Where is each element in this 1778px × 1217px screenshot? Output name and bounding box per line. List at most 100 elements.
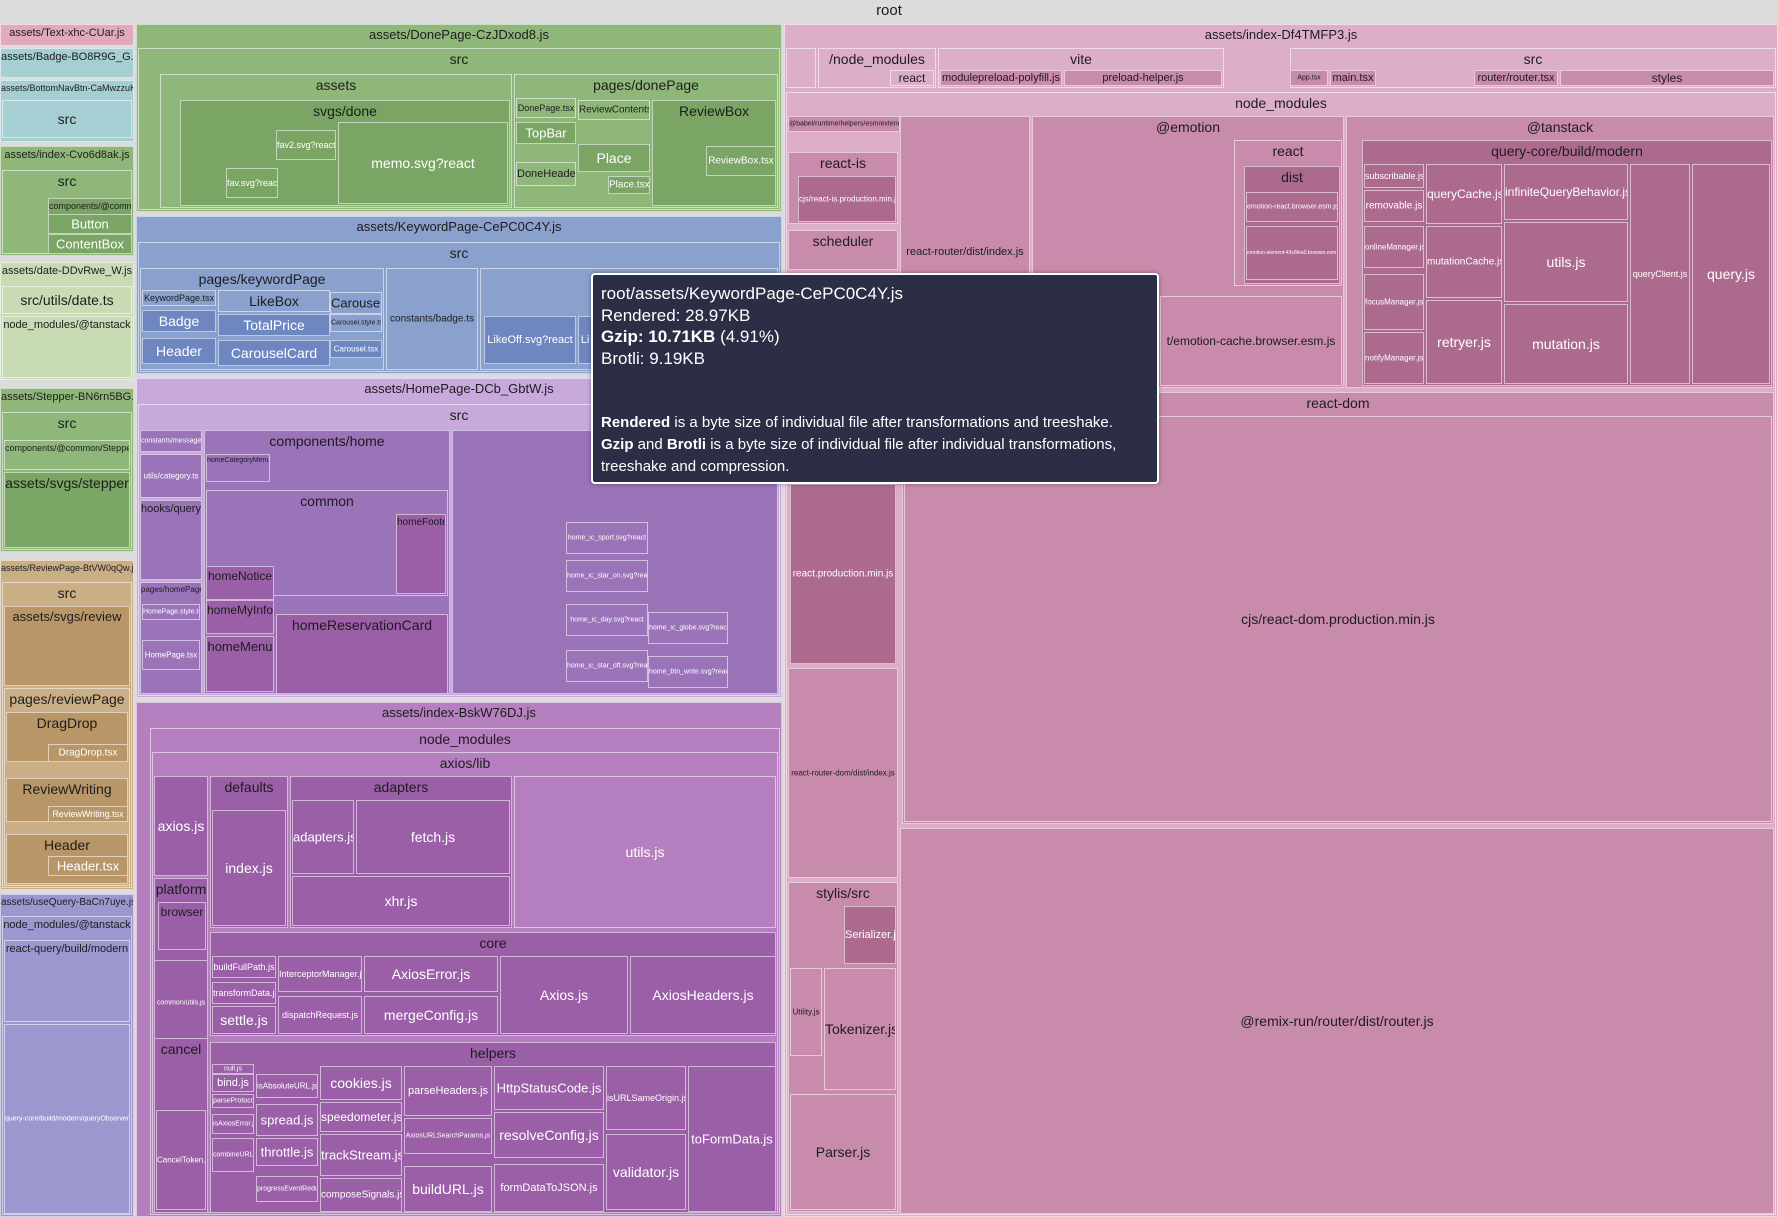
treemap-node-ibs-fdtj[interactable]: formDataToJSON.js	[494, 1164, 604, 1212]
treemap-node-ibs-fetch[interactable]: fetch.js	[356, 800, 510, 874]
treemap-node-ibs-spread[interactable]: spread.js	[256, 1104, 318, 1136]
treemap-node-ibs-td[interactable]: transformData.js	[212, 982, 276, 1004]
treemap-node-kw-hdr[interactable]: Header	[142, 338, 216, 364]
treemap-node-idf-eeb[interactable]: emotion-element-43c6fea0.browser.esm.js	[1246, 226, 1338, 280]
treemap-node-idf-ret[interactable]: retryer.js	[1426, 300, 1502, 384]
treemap-node-bnb-src[interactable]: src	[2, 100, 132, 138]
treemap-node-stepper-cs[interactable]: components/@common/Stepper	[4, 440, 130, 470]
treemap-node-idf-remix[interactable]: @remix-run/router/dist/router.js	[900, 828, 1774, 1214]
treemap-node-ibs-cs[interactable]: composeSignals.js	[320, 1178, 402, 1212]
treemap-node-ibs-ctoken[interactable]: CancelToken.js	[156, 1110, 206, 1210]
treemap-node-kw-cc[interactable]: CarouselCard	[218, 340, 330, 366]
treemap-node-ibs-ae[interactable]: AxiosError.js	[364, 956, 498, 992]
treemap-node-idf-mc[interactable]: mutationCache.js	[1426, 226, 1502, 298]
treemap-node-hp-ph[interactable]: pages/homePage	[140, 582, 202, 694]
treemap-node-kw-li[interactable]: Li	[578, 316, 592, 364]
treemap-node-badge[interactable]: assets/Badge-BO8R9G_G.js	[0, 48, 134, 78]
treemap-node-ibs-val[interactable]: validator.js	[606, 1134, 686, 1210]
treemap-node-hp-day[interactable]: home_ic_day.svg?react	[566, 604, 648, 636]
treemap-node-hp-cm[interactable]: constants/message.ts	[140, 430, 202, 452]
treemap-node-idf-mut[interactable]: mutation.js	[1504, 304, 1628, 384]
treemap-node-hp-hm[interactable]: homeMenu	[206, 636, 274, 692]
treemap-node-done-dh[interactable]: DoneHeader	[516, 162, 576, 186]
treemap-node-done-rc[interactable]: ReviewContents	[578, 100, 650, 120]
treemap-node-done-rbtsx[interactable]: ReviewBox.tsx	[706, 146, 776, 176]
treemap-node-ibs-rc[interactable]: resolveConfig.js	[494, 1112, 604, 1158]
treemap-node-ibs-iau[interactable]: isAbsoluteURL.js	[256, 1074, 318, 1098]
treemap-node-ibs-tfd[interactable]: toFormData.js	[688, 1066, 776, 1212]
treemap-node-idf-reactisprod[interactable]: cjs/react-is.production.min.js	[798, 176, 896, 222]
treemap-node-idf-query[interactable]: query.js	[1692, 164, 1770, 384]
treemap-node-ibs-cu[interactable]: common/utils.js	[154, 960, 208, 1046]
treemap-node-idf-rr[interactable]: router/router.tsx	[1474, 70, 1558, 86]
treemap-node-idf-om[interactable]: onlineManager.js	[1364, 226, 1424, 268]
treemap-node-hp-hmi[interactable]: homeMyInfo	[206, 600, 274, 634]
treemap-node-idf-main[interactable]: main.tsx	[1330, 70, 1376, 86]
treemap-node-hp-staroff[interactable]: home_ic_star_off.svg?react	[566, 650, 648, 682]
treemap-node-kw-const[interactable]: constants/badge.ts	[386, 268, 478, 370]
treemap-node-ibs-index[interactable]: index.js	[212, 810, 286, 926]
treemap-node-ibs-bind[interactable]: bind.js	[212, 1074, 254, 1092]
treemap-node-kw-cartsx[interactable]: Carousel.tsx	[330, 340, 382, 358]
treemap-node-review-svg[interactable]: assets/svgs/review	[4, 606, 130, 686]
treemap-node-idxcvo-cb[interactable]: ContentBox	[48, 234, 132, 254]
treemap-node-ibs-speed[interactable]: speedometer.js	[320, 1102, 402, 1132]
treemap-node-ibs-bfp[interactable]: buildFullPath.js	[212, 956, 276, 978]
treemap-node-ibs-adjs[interactable]: adapters.js	[292, 800, 354, 874]
treemap-node-ibs-im[interactable]: InterceptorManager.js	[278, 956, 362, 992]
treemap-node-ibs-utils[interactable]: utils.js	[514, 776, 776, 928]
treemap-node-ibs-axiosjs2[interactable]: Axios.js	[500, 956, 628, 1034]
treemap-node-ibs-browser[interactable]: browser	[158, 902, 206, 950]
treemap-node-kw-carst[interactable]: Carousel.style.ts	[330, 314, 382, 332]
treemap-node-ibs-isso[interactable]: isURLSameOrigin.js	[606, 1066, 686, 1130]
treemap-node-idf-util[interactable]: Utility.js	[790, 968, 822, 1056]
treemap-node-ibs-axiosjs[interactable]: axios.js	[154, 776, 208, 876]
treemap-node-ibs-xhr[interactable]: xhr.js	[292, 876, 510, 926]
treemap-node-kw-car[interactable]: Carousel	[330, 292, 382, 314]
treemap-node-hp-phst[interactable]: HomePage.style.ts	[142, 604, 200, 620]
treemap-node-text[interactable]: assets/Text-xhc-CUar.js	[0, 24, 134, 46]
treemap-node-ibs-per[interactable]: progressEventReducer.js	[256, 1176, 318, 1202]
treemap-node-idf-mp[interactable]: modulepreload-polyfill.js	[940, 70, 1062, 86]
treemap-node-idf-rprod[interactable]: react.production.min.js	[790, 484, 896, 664]
treemap-node-hp-phtsx[interactable]: HomePage.tsx	[142, 640, 200, 670]
treemap-node-done-tb[interactable]: TopBar	[516, 122, 576, 144]
treemap-node-idf-tok[interactable]: Tokenizer.js	[824, 968, 896, 1090]
treemap-node-ibs-thr[interactable]: throttle.js	[256, 1138, 318, 1166]
treemap-node-done-fav2[interactable]: fav2.svg?react	[276, 130, 336, 160]
treemap-node-date-nm[interactable]: node_modules/@tanstack	[2, 316, 132, 378]
treemap-node-idf-utils[interactable]: utils.js	[1504, 222, 1628, 302]
treemap-node-idf-ser[interactable]: Serializer.js	[844, 906, 896, 964]
treemap-node-idf-ph[interactable]: preload-helper.js	[1064, 70, 1222, 86]
treemap-node-ibs-ah[interactable]: AxiosHeaders.js	[630, 956, 776, 1034]
treemap-node-review-hdtsx[interactable]: Header.tsx	[48, 856, 128, 876]
treemap-node-hp-hcm[interactable]: homeCategoryMenu	[206, 454, 270, 482]
treemap-node-idf-ecache[interactable]: t/emotion-cache.browser.esm.js	[1160, 296, 1342, 386]
treemap-node-idf-app[interactable]: App.tsx	[1290, 70, 1328, 86]
treemap-node-idf-tl[interactable]	[786, 48, 816, 88]
treemap-node-ibs-curls[interactable]: combineURLs.js	[212, 1138, 254, 1172]
treemap-node-hp-hq[interactable]: hooks/query	[140, 500, 202, 580]
treemap-node-kw-badge[interactable]: Badge	[142, 310, 216, 332]
treemap-node-idf-iqb[interactable]: infiniteQueryBehavior.js	[1504, 164, 1628, 220]
treemap-node-ibs-pp[interactable]: parseProtocol.js	[212, 1094, 254, 1108]
treemap-node-idf-styles[interactable]: styles	[1560, 70, 1774, 86]
treemap-node-review-ddtsx[interactable]: DragDrop.tsx	[48, 744, 128, 762]
treemap-node-hp-staron[interactable]: home_ic_star_on.svg?react	[566, 560, 648, 592]
treemap-node-hp-hrc[interactable]: homeReservationCard	[276, 614, 448, 694]
treemap-node-ibs-dr[interactable]: dispatchRequest.js	[278, 996, 362, 1034]
treemap-node-ibs-ph[interactable]: parseHeaders.js	[404, 1066, 492, 1116]
treemap-node-idf-nm2[interactable]: notifyManager.js	[1364, 332, 1424, 384]
treemap-node-ibs-ausp[interactable]: AxiosURLSearchParams.js	[404, 1118, 492, 1154]
treemap-node-kw-kptsx[interactable]: KeywordPage.tsx	[142, 290, 216, 306]
treemap-node-hp-sport[interactable]: home_ic_sport.svg?react	[566, 522, 648, 554]
treemap-node-done-memo[interactable]: memo.svg?react	[338, 122, 508, 204]
treemap-node-done-placetsx[interactable]: Place.tsx	[608, 176, 650, 194]
treemap-node-done-place[interactable]: Place	[578, 144, 650, 172]
treemap-node-hp-hn[interactable]: homeNotice	[206, 566, 274, 600]
treemap-node-ibs-ts[interactable]: trackStream.js	[320, 1134, 402, 1176]
treemap-node-date-utils[interactable]: src/utils/date.ts	[2, 286, 132, 314]
treemap-node-ibs-burl[interactable]: buildURL.js	[404, 1166, 492, 1212]
treemap-node-kw-like[interactable]: LikeBox	[218, 290, 330, 312]
treemap-node-hp-hf[interactable]: homeFooter	[396, 514, 446, 594]
